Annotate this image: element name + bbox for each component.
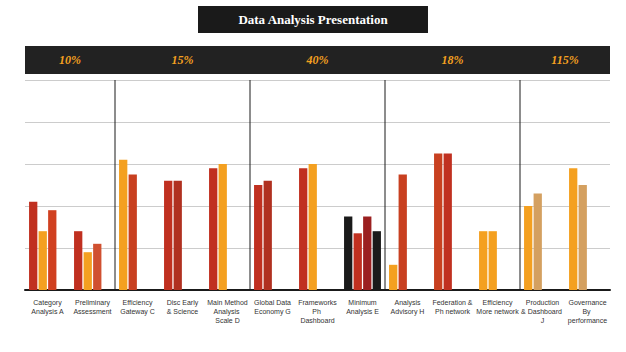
- svg-text:& Science: & Science: [167, 308, 199, 315]
- svg-text:18%: 18%: [442, 53, 464, 67]
- svg-text:Scale D: Scale D: [215, 317, 240, 324]
- svg-text:Main Method: Main Method: [207, 299, 248, 306]
- svg-text:& Dashboard: & Dashboard: [521, 308, 564, 315]
- svg-text:Analysis A: Analysis A: [31, 308, 64, 316]
- svg-text:By: By: [582, 308, 592, 316]
- svg-text:Frameworks: Frameworks: [298, 299, 337, 306]
- svg-text:Data Analysis Presentation: Data Analysis Presentation: [238, 12, 388, 27]
- svg-text:Category: Category: [33, 299, 62, 307]
- svg-text:J: J: [541, 317, 545, 324]
- svg-text:Global Data: Global Data: [254, 299, 291, 306]
- svg-text:Dashboard: Dashboard: [300, 317, 334, 324]
- svg-text:performance: performance: [568, 317, 607, 325]
- svg-text:Governance: Governance: [568, 299, 606, 306]
- svg-text:15%: 15%: [172, 53, 194, 67]
- svg-text:Minimum: Minimum: [348, 299, 377, 306]
- svg-text:Assessment: Assessment: [73, 308, 111, 315]
- svg-text:Preliminary: Preliminary: [75, 299, 111, 307]
- svg-text:Economy G: Economy G: [254, 308, 291, 316]
- svg-text:Advisory H: Advisory H: [391, 308, 425, 316]
- svg-text:Analysis E: Analysis E: [346, 308, 379, 316]
- svg-text:40%: 40%: [306, 53, 329, 67]
- svg-text:Ph: Ph: [312, 308, 323, 315]
- svg-text:Analysis: Analysis: [213, 308, 241, 316]
- svg-text:Gateway C: Gateway C: [120, 308, 155, 316]
- svg-text:Production: Production: [526, 299, 560, 306]
- svg-text:Ph network: Ph network: [435, 308, 471, 315]
- svg-text:Federation &: Federation &: [432, 299, 472, 306]
- svg-text:10%: 10%: [59, 53, 81, 67]
- svg-text:115%: 115%: [551, 53, 578, 67]
- svg-text:Disc Early: Disc Early: [167, 299, 199, 307]
- svg-text:More network: More network: [476, 308, 519, 315]
- svg-text:Efficiency: Efficiency: [483, 299, 513, 307]
- svg-text:Analysis: Analysis: [394, 299, 421, 307]
- svg-text:Efficiency: Efficiency: [123, 299, 153, 307]
